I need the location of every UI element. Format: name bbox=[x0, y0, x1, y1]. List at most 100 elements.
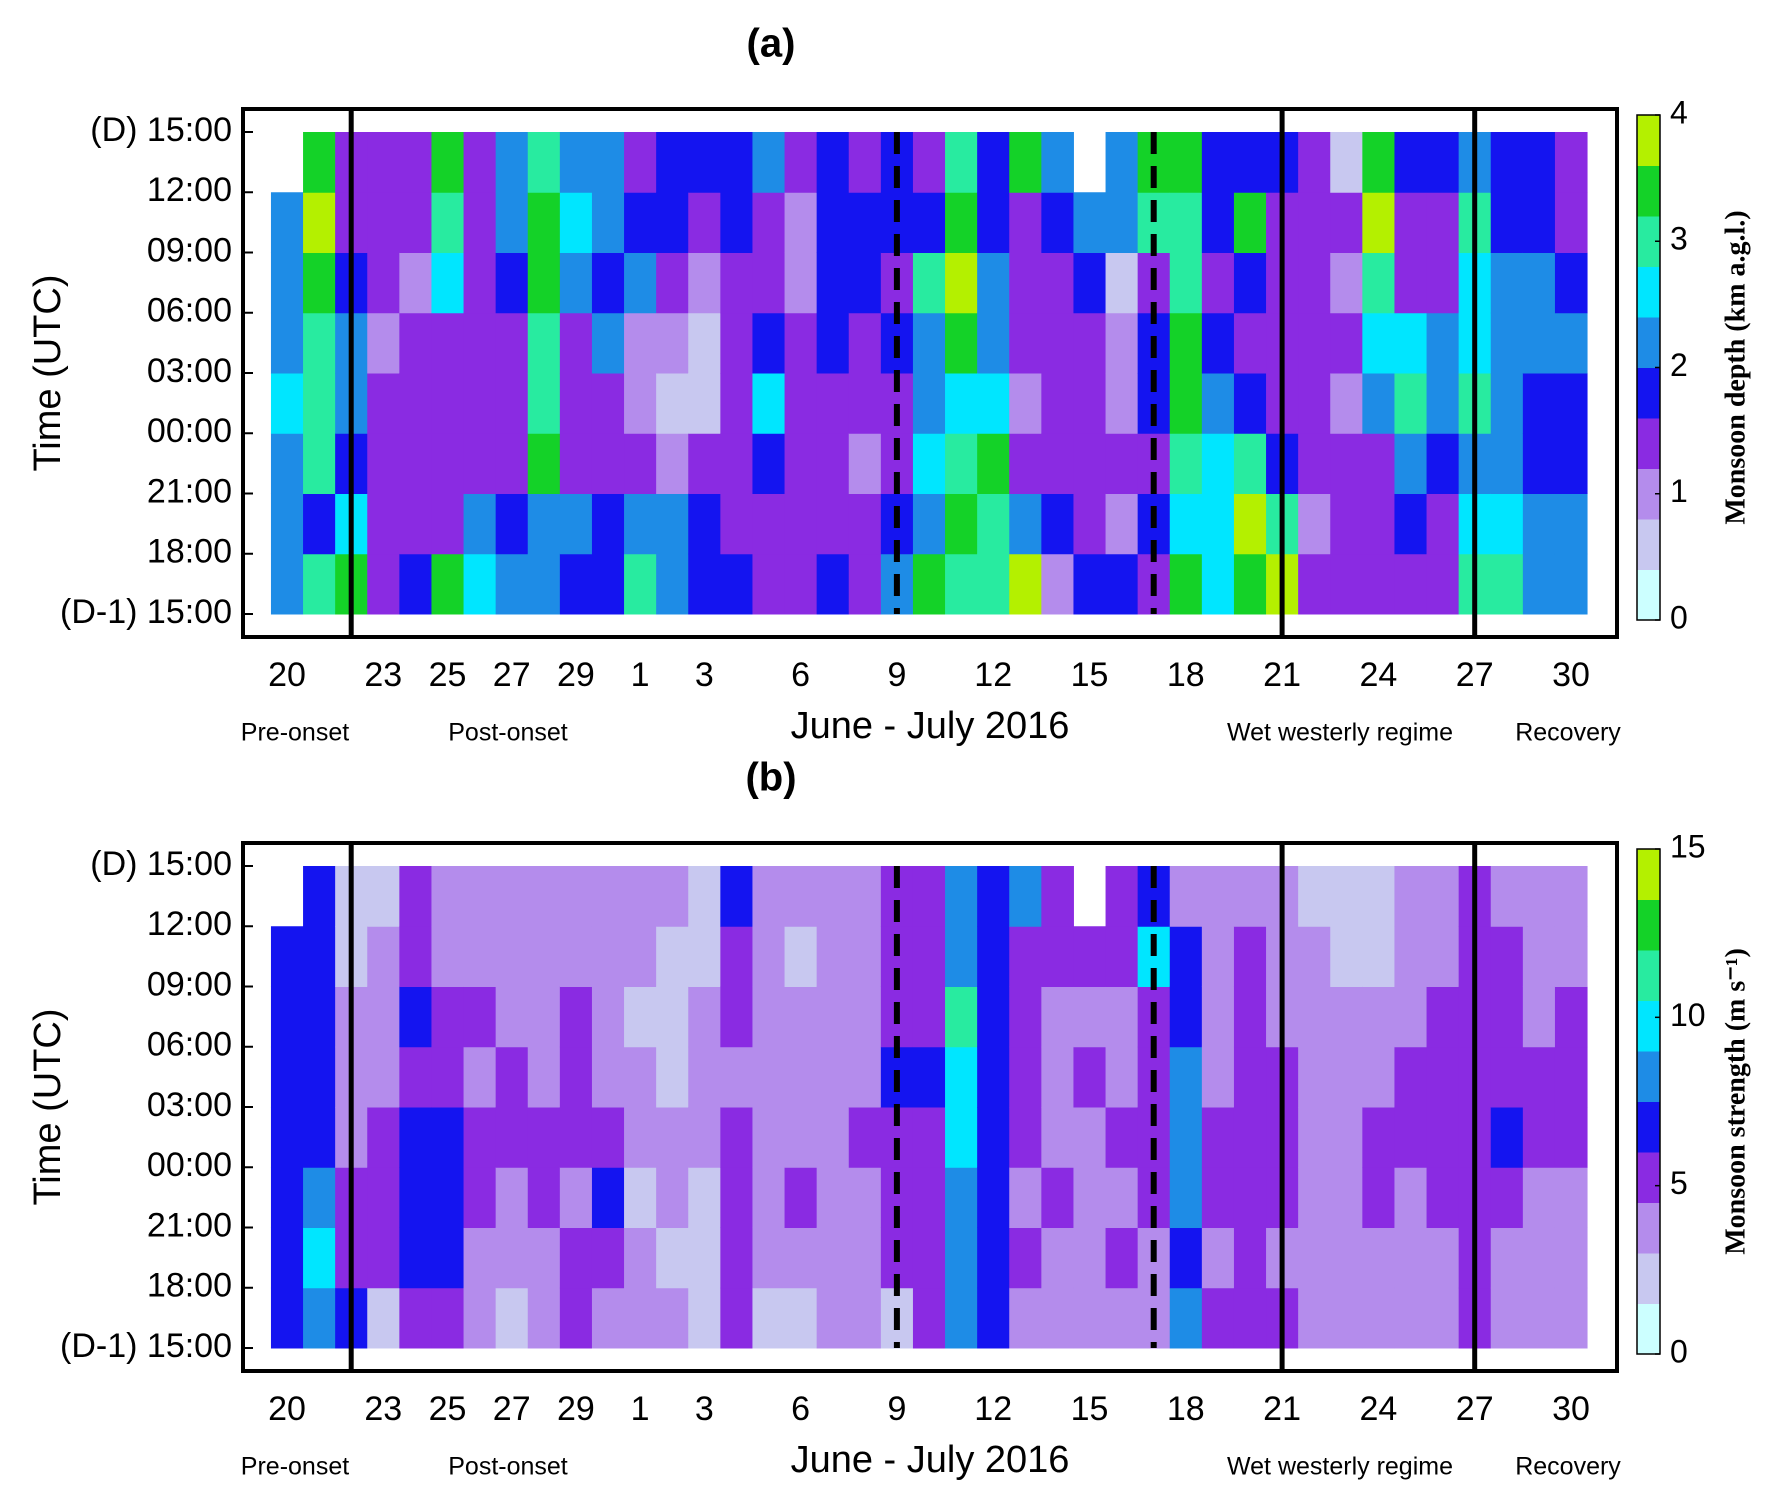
heatmap-cell bbox=[912, 1107, 946, 1168]
heatmap-cell bbox=[848, 373, 882, 434]
heatmap-cell bbox=[1394, 493, 1428, 555]
heatmap-cell bbox=[399, 433, 432, 494]
heatmap-cell bbox=[1298, 312, 1331, 374]
heatmap-cell bbox=[1009, 192, 1042, 253]
heatmap-cell bbox=[527, 252, 561, 314]
heatmap-cell bbox=[945, 1046, 978, 1108]
heatmap-cell bbox=[431, 252, 465, 314]
regime-label: Wet westerly regime bbox=[1227, 1453, 1453, 1481]
x-tick-label: 15 bbox=[1071, 656, 1109, 694]
regime-label: Wet westerly regime bbox=[1227, 719, 1453, 747]
heatmap-cell bbox=[431, 373, 465, 434]
heatmap-cell bbox=[977, 192, 1010, 253]
heatmap-cell bbox=[1233, 986, 1267, 1048]
colorbar-band bbox=[1637, 1303, 1660, 1355]
heatmap-cell bbox=[945, 433, 978, 494]
heatmap-cell bbox=[977, 1046, 1010, 1108]
heatmap-cell bbox=[624, 132, 657, 193]
heatmap-cell bbox=[1298, 252, 1331, 314]
heatmap-cell bbox=[591, 1227, 625, 1289]
heatmap-cell bbox=[591, 192, 625, 253]
heatmap-cell bbox=[1362, 1167, 1395, 1228]
heatmap-cell bbox=[752, 493, 786, 555]
heatmap-cell bbox=[1490, 312, 1524, 374]
heatmap-cell bbox=[720, 192, 753, 253]
colorbar-band bbox=[1637, 1000, 1660, 1052]
heatmap-cell bbox=[848, 493, 882, 555]
heatmap-cell bbox=[1330, 1287, 1363, 1349]
heatmap-cell bbox=[1554, 986, 1588, 1048]
heatmap-cell bbox=[1426, 1167, 1460, 1228]
heatmap-cell bbox=[270, 252, 304, 314]
heatmap-cell bbox=[848, 1227, 882, 1289]
heatmap-cell bbox=[367, 493, 400, 555]
heatmap-cell bbox=[912, 373, 946, 434]
heatmap-cell bbox=[1362, 1046, 1395, 1108]
heatmap-cell bbox=[1073, 926, 1107, 987]
heatmap-cell bbox=[1298, 1107, 1331, 1168]
heatmap-cell bbox=[1073, 1046, 1107, 1108]
heatmap-cell bbox=[624, 312, 657, 374]
heatmap-cell bbox=[591, 1287, 625, 1349]
colorbar-tick-label: 2 bbox=[1670, 347, 1688, 383]
x-tick-label: 20 bbox=[268, 1390, 306, 1428]
heatmap-cell bbox=[816, 1107, 850, 1168]
panel-title: (a) bbox=[747, 22, 796, 66]
heatmap-cell bbox=[977, 1167, 1010, 1228]
heatmap-cell bbox=[624, 553, 657, 615]
heatmap-cell bbox=[495, 866, 529, 927]
colorbar-band bbox=[1637, 1051, 1660, 1102]
heatmap-cell bbox=[784, 433, 818, 494]
heatmap-cell bbox=[559, 866, 593, 927]
heatmap-cell bbox=[1233, 433, 1267, 494]
heatmap-cell bbox=[1009, 926, 1042, 987]
heatmap-cell bbox=[367, 132, 400, 193]
heatmap-cell bbox=[1394, 1287, 1428, 1349]
colorbar-band bbox=[1637, 115, 1660, 166]
heatmap-cell bbox=[1362, 132, 1395, 193]
heatmap-cell bbox=[431, 926, 465, 987]
x-tick-label: 29 bbox=[557, 656, 595, 694]
heatmap-cell bbox=[495, 373, 529, 434]
heatmap-cell bbox=[912, 1287, 946, 1349]
heatmap-cell bbox=[495, 132, 529, 193]
heatmap-cell bbox=[1073, 252, 1107, 314]
heatmap-cell bbox=[527, 373, 561, 434]
heatmap-cell bbox=[1298, 926, 1331, 987]
heatmap-cell bbox=[1490, 1167, 1524, 1228]
heatmap-cell bbox=[1201, 192, 1235, 253]
heatmap-cell bbox=[303, 493, 336, 555]
heatmap-cell bbox=[527, 926, 561, 987]
heatmap-cell bbox=[1169, 252, 1203, 314]
heatmap-cell bbox=[1073, 986, 1107, 1048]
heatmap-cell bbox=[1490, 986, 1524, 1048]
heatmap-cell bbox=[720, 866, 753, 927]
heatmap-cell bbox=[1330, 132, 1363, 193]
regime-label: Recovery bbox=[1515, 719, 1621, 747]
heatmap-cell bbox=[1426, 1046, 1460, 1108]
heatmap-cell bbox=[1201, 132, 1235, 193]
heatmap-cell bbox=[303, 252, 336, 314]
heatmap-cell bbox=[977, 926, 1010, 987]
heatmap-cell bbox=[1394, 1046, 1428, 1108]
colorbar-tick-label: 10 bbox=[1670, 997, 1706, 1033]
heatmap-cell bbox=[1490, 1046, 1524, 1108]
heatmap-cell bbox=[1522, 986, 1556, 1048]
heatmap-cell bbox=[1105, 1107, 1139, 1168]
heatmap-cell bbox=[495, 312, 529, 374]
heatmap-cell bbox=[1233, 1227, 1267, 1289]
heatmap-cell bbox=[1522, 312, 1556, 374]
heatmap-cell bbox=[1105, 1167, 1139, 1228]
heatmap-cell bbox=[527, 1227, 561, 1289]
heatmap-cell bbox=[784, 192, 818, 253]
heatmap-cell bbox=[656, 926, 689, 987]
heatmap-cell bbox=[1009, 433, 1042, 494]
heatmap-cell bbox=[1169, 132, 1203, 193]
y-tick-label: 21:00 bbox=[147, 1206, 232, 1244]
colorbar-band bbox=[1637, 1253, 1660, 1304]
heatmap-cell bbox=[367, 1287, 400, 1349]
x-tick-label: 29 bbox=[557, 1390, 595, 1428]
heatmap-cell bbox=[1073, 1107, 1107, 1168]
heatmap-cell bbox=[463, 1046, 497, 1108]
heatmap-cell bbox=[527, 1167, 561, 1228]
